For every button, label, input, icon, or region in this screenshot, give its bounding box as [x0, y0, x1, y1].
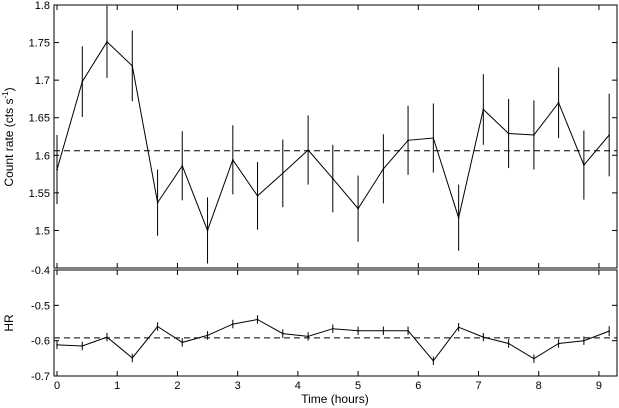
top-y-axis-label: Count rate (cts s-1)	[1, 87, 16, 186]
top-ytick-label: 1.8	[35, 0, 50, 12]
top-data-point	[232, 158, 234, 161]
bottom-data-point	[457, 326, 460, 329]
bottom-panel: -0.7 -0.6 -0.5 -0.4 0 1 2 3 4 5 6 7 8 9 HR Time (hour…	[2, 265, 618, 406]
top-panel: 1.5 1.55 1.6 1.65 1.7 1.75 1.8 Count rate (cts…	[1, 0, 618, 269]
top-data-point	[56, 168, 58, 171]
bottom-ytick-label: -0.6	[31, 336, 50, 348]
bottom-data-point	[56, 344, 58, 346]
top-ytick-label: 1.55	[29, 188, 50, 200]
x-tick-label: 9	[596, 380, 602, 392]
top-data-point	[156, 201, 159, 204]
bottom-data-point	[432, 360, 435, 362]
top-ytick-label: 1.65	[29, 113, 50, 125]
x-tick-label: 1	[114, 380, 120, 392]
top-data-point	[81, 80, 84, 83]
top-data-point	[432, 137, 435, 139]
top-data-point	[357, 207, 359, 210]
top-data-point	[583, 164, 585, 166]
top-data-point	[206, 229, 209, 232]
top-ytick-label: 1.7	[35, 75, 50, 87]
top-data-point	[181, 165, 184, 167]
bottom-data-point	[608, 330, 610, 332]
bottom-data-point	[557, 342, 560, 345]
bottom-plot-area: -0.7 -0.6 -0.5 -0.4 0 1 2 3 4 5 6 7 8 9	[31, 265, 617, 392]
x-axis-label: Time (hours)	[301, 392, 369, 406]
bottom-data-point	[206, 334, 209, 337]
top-data-point	[331, 177, 334, 180]
top-data-point	[507, 132, 510, 135]
bottom-ytick-label: -0.4	[31, 265, 50, 277]
x-tick-label: 5	[355, 380, 361, 392]
bottom-data-point	[507, 342, 510, 345]
bottom-data-point	[181, 341, 184, 344]
x-tick-label: 2	[174, 380, 180, 392]
x-tick-label: 8	[536, 380, 542, 392]
bottom-y-axis-label: HR	[2, 314, 16, 332]
top-ytick-label: 1.75	[29, 38, 50, 50]
x-tick-label: 7	[475, 380, 481, 392]
bottom-ytick-label: -0.5	[31, 300, 50, 312]
bottom-data-point	[482, 336, 485, 338]
top-ytick-label: 1.5	[35, 225, 50, 237]
top-data-point	[407, 139, 409, 142]
bottom-data-point	[256, 318, 259, 321]
bottom-data-point	[282, 332, 284, 335]
top-data-point	[608, 134, 610, 136]
top-data-point	[482, 108, 485, 111]
top-panel-frame	[53, 4, 618, 269]
bottom-data-point	[232, 323, 234, 325]
x-tick-label: 4	[295, 380, 301, 392]
top-plot-area: 1.5 1.55 1.6 1.65 1.7 1.75 1.8	[29, 0, 617, 268]
x-tick-label: 6	[415, 380, 421, 392]
top-data-point	[307, 149, 309, 151]
bottom-data-point	[382, 329, 385, 332]
bottom-data-point	[156, 325, 159, 328]
top-data-point	[256, 195, 259, 197]
bottom-data-point	[81, 345, 84, 347]
bottom-data-point	[357, 329, 359, 332]
top-data-point	[282, 172, 284, 175]
top-data-point	[382, 168, 385, 170]
bottom-data-point	[331, 327, 334, 330]
bottom-data-point	[407, 329, 409, 332]
x-tick-label: 0	[54, 380, 60, 392]
bottom-ytick-label: -0.7	[31, 371, 50, 383]
x-tick-label: 3	[235, 380, 241, 392]
bottom-data-point	[307, 335, 309, 338]
top-data-point	[131, 65, 134, 67]
top-ytick-label: 1.6	[35, 150, 50, 162]
top-data-point	[533, 134, 535, 136]
bottom-data-point	[533, 357, 535, 360]
top-data-point	[557, 101, 560, 104]
top-data-point	[457, 216, 460, 219]
bottom-panel-frame	[53, 269, 618, 377]
bottom-data-point	[106, 336, 108, 338]
top-data-point	[106, 41, 108, 43]
bottom-data-point	[583, 339, 585, 342]
bottom-data-point	[131, 357, 134, 359]
